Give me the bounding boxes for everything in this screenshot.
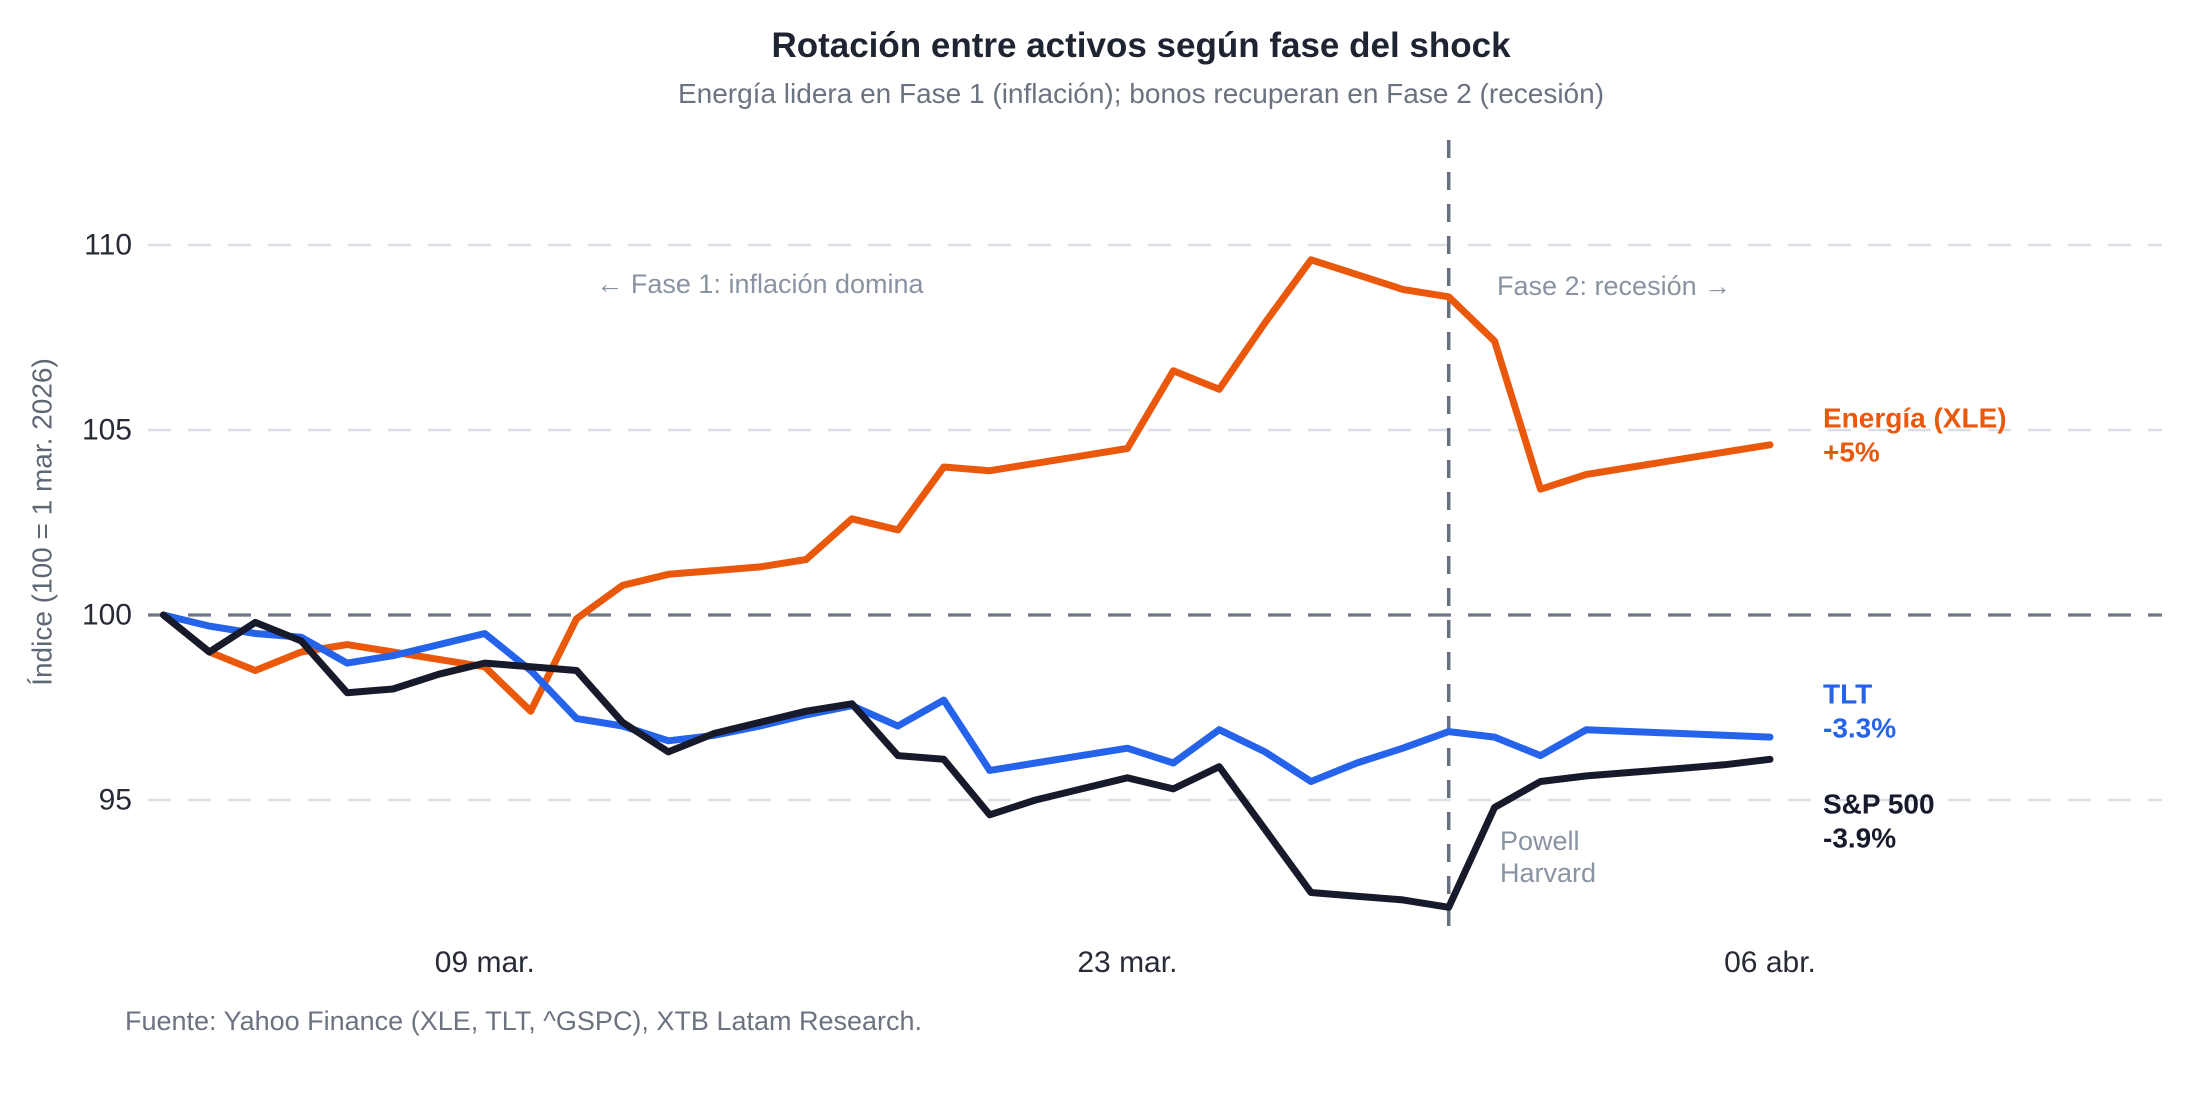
- x-tick-label-23mar: 23 mar.: [1077, 946, 1177, 979]
- y-tick-label-110: 110: [84, 229, 132, 262]
- legend-pct-tlt: -3.3%: [1823, 713, 1896, 744]
- x-tick-label-06abr: 06 abr.: [1724, 946, 1816, 979]
- legend-name-energia: Energía (XLE): [1823, 403, 2007, 434]
- series-line-tlt: [160, 611, 1774, 785]
- chart-subtitle: Energía lidera en Fase 1 (inflación); bo…: [677, 78, 1605, 109]
- phase1-annotation: ← Fase 1: inflación domina: [596, 269, 924, 299]
- y-tick-label-95: 95: [99, 784, 132, 817]
- legend-pct-sp500: -3.9%: [1823, 823, 1896, 854]
- y-tick-label-100: 100: [82, 599, 132, 632]
- legend-name-tlt: TLT: [1823, 679, 1872, 710]
- legend-name-sp500: S&P 500: [1823, 789, 1935, 820]
- legend-pct-energia: +5%: [1823, 437, 1880, 468]
- y-axis-title: Índice (100 = 1 mar. 2026): [27, 358, 58, 686]
- chart-title: Rotación entre activos según fase del sh…: [771, 26, 1511, 65]
- phase2-annotation: Fase 2: recesión →: [1497, 271, 1731, 301]
- event-label-line1: Powell: [1500, 826, 1580, 856]
- x-tick-label-09mar: 09 mar.: [435, 946, 535, 979]
- series-line-energia: [160, 256, 1774, 715]
- series-line-sp500: [160, 611, 1774, 911]
- source-footer: Fuente: Yahoo Finance (XLE, TLT, ^GSPC),…: [125, 1006, 923, 1036]
- y-tick-label-105: 105: [82, 414, 132, 447]
- event-label-line2: Harvard: [1500, 858, 1596, 888]
